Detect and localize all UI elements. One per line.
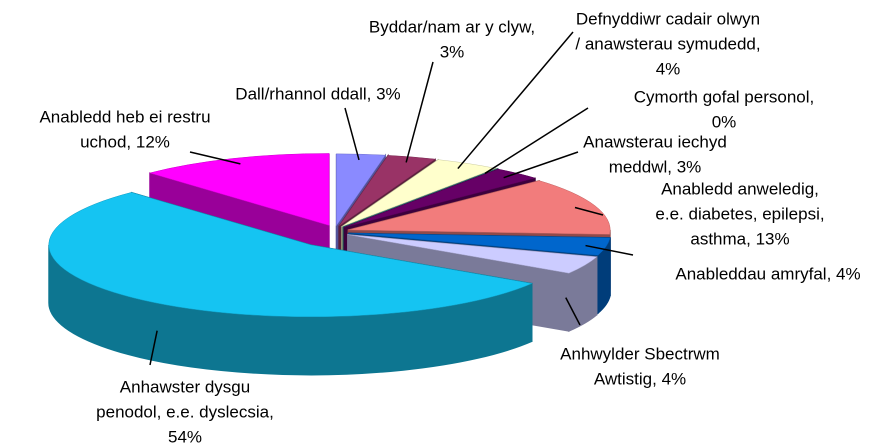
slice	[348, 180, 611, 235]
data-label: uchod, 12%	[80, 132, 170, 151]
leader-line	[149, 330, 158, 366]
slice	[348, 232, 611, 256]
leader-line	[405, 61, 434, 163]
data-label: 0%	[712, 112, 737, 131]
data-label: Dall/rhannol ddall, 3%	[235, 84, 400, 103]
data-label: Anableddau amryfal, 4%	[675, 264, 860, 283]
slice	[347, 234, 598, 274]
data-label: Cymorth gofal personol,	[634, 87, 814, 106]
data-label: Anhwylder Sbectrwm	[560, 344, 720, 363]
leader-line	[189, 151, 241, 165]
data-label: meddwl, 3%	[609, 157, 702, 176]
leader-line	[457, 31, 574, 170]
data-label: e.e. diabetes, epilepsi,	[655, 204, 824, 223]
data-label: Anawsterau iechyd	[583, 132, 727, 151]
data-label: 4%	[656, 59, 681, 78]
data-label: asthma, 13%	[690, 229, 789, 248]
data-label: 54%	[168, 427, 202, 446]
data-label: Byddar/nam ar y clyw,	[369, 17, 535, 36]
leader-line	[585, 244, 634, 256]
leader-line	[574, 206, 604, 216]
slice	[48, 192, 533, 318]
leader-line	[484, 107, 589, 175]
data-label: Defnyddiwr cadair olwyn	[576, 9, 760, 28]
data-label: Anabledd anweledig,	[661, 179, 819, 198]
data-label: Anhawster dysgu	[120, 377, 250, 396]
data-label: / anawsterau symudedd,	[575, 34, 760, 53]
data-label: Anabledd heb ei restru	[39, 107, 210, 126]
data-label: 3%	[440, 42, 465, 61]
slice	[148, 153, 330, 226]
leader-line	[344, 107, 360, 161]
data-label: penodol, e.e. dyslecsia,	[96, 402, 274, 421]
data-label: Awtistig, 4%	[594, 369, 686, 388]
slice	[338, 155, 437, 227]
slice	[336, 153, 386, 227]
slice	[341, 159, 497, 227]
leader-line	[565, 297, 581, 326]
leader-line	[503, 151, 579, 179]
